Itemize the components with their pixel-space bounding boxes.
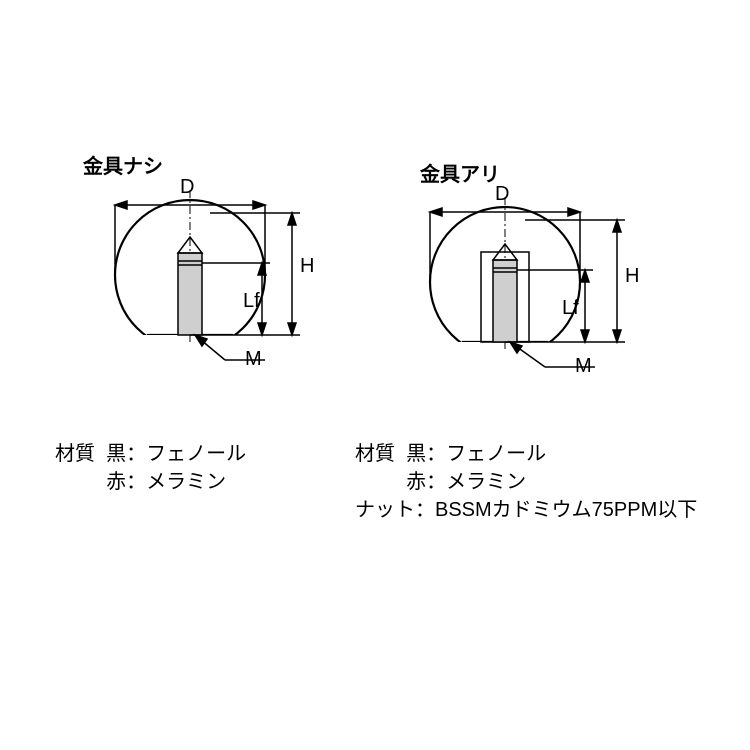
right-material-label: 材質 — [355, 443, 395, 465]
page-root: 金具ナシ 金具アリ — [0, 0, 750, 750]
left-black-label: 黒：フェノール — [106, 443, 246, 465]
left-material-label: 材質 — [55, 443, 95, 465]
dim-D-label-right: D — [495, 183, 509, 206]
dim-Lf-label-right: Lf — [562, 297, 579, 320]
left-diagram — [70, 175, 330, 400]
right-diagram — [385, 182, 665, 407]
right-red-label: 赤：メラミン — [406, 471, 526, 493]
right-black-label: 黒：フェノール — [406, 443, 546, 465]
left-spec: 材質 黒：フェノール 材質 赤：メラミン — [55, 440, 246, 496]
right-spec: 材質 黒：フェノール 材質 赤：メラミン ナット：BSSMカドミウム75PPM以… — [355, 440, 697, 524]
left-red-label: 赤：メラミン — [106, 471, 226, 493]
dim-M-label-left: M — [245, 348, 262, 371]
dim-M-label-right: M — [575, 355, 592, 378]
dim-H-label-left: H — [300, 255, 314, 278]
dim-D-label-left: D — [180, 176, 194, 199]
nut-label: ナット：BSSMカドミウム75PPM以下 — [355, 499, 697, 521]
dim-H-label-right: H — [625, 265, 639, 288]
dim-Lf-label-left: Lf — [243, 290, 260, 313]
dim-H-left-group — [190, 213, 300, 335]
